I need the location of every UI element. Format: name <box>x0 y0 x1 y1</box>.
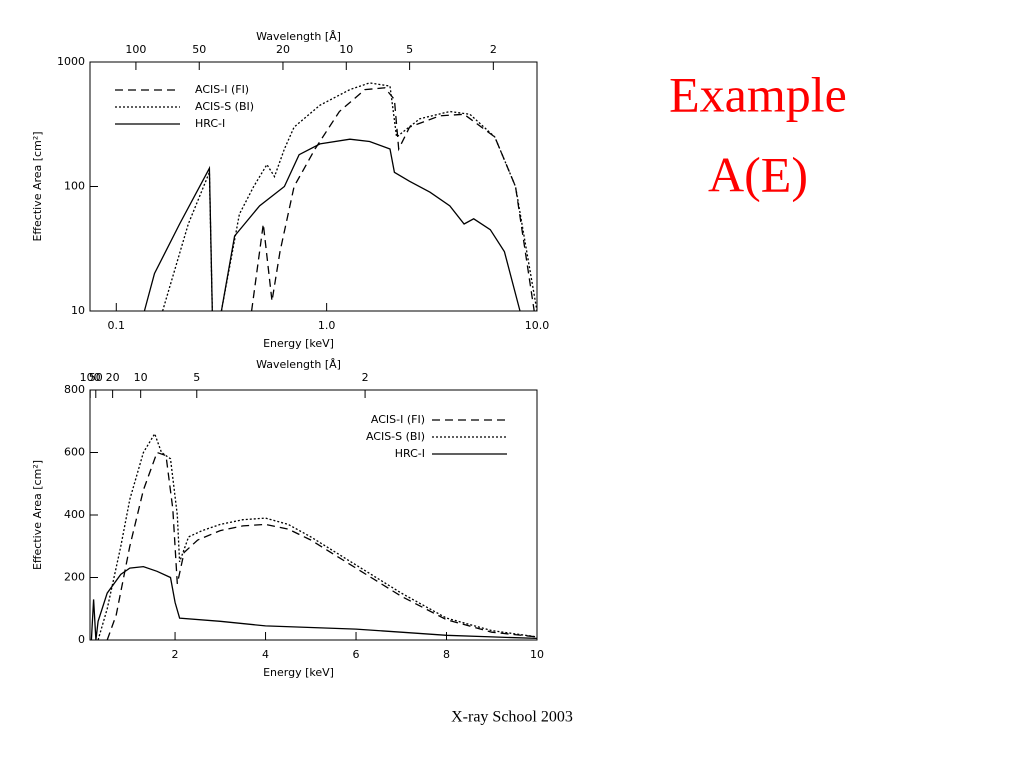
x-tick-label: 10.0 <box>525 319 550 332</box>
y-tick-label: 400 <box>64 508 85 521</box>
slide-title: Example <box>669 66 847 122</box>
x-tick-label: 1.0 <box>318 319 336 332</box>
y-tick-label: 10 <box>71 304 85 317</box>
x2-tick-label: 100 <box>125 43 146 56</box>
x-tick-label: 2 <box>172 648 179 661</box>
x-tick-label: 4 <box>262 648 269 661</box>
series-line <box>143 138 521 312</box>
x-tick-label: 10 <box>530 648 544 661</box>
legend-label: HRC-I <box>195 117 225 130</box>
y-axis-label: Effective Area [cm²] <box>31 460 44 570</box>
x2-tick-label: 10 <box>134 371 148 384</box>
legend-label: ACIS-S (BI) <box>366 430 425 443</box>
x2-tick-label: 20 <box>106 371 120 384</box>
x2-tick-label: 2 <box>490 43 497 56</box>
x2-tick-label: 2 <box>362 371 369 384</box>
x2-tick-label: 10 <box>339 43 353 56</box>
y-tick-label: 800 <box>64 383 85 396</box>
footer: X-ray School 2003 <box>451 709 573 726</box>
y-tick-label: 1000 <box>57 55 85 68</box>
series-line <box>161 82 537 312</box>
y-tick-label: 100 <box>64 180 85 193</box>
plot-area <box>90 432 537 641</box>
slide-title: A(E) <box>708 146 808 202</box>
legend-label: ACIS-I (FI) <box>195 83 249 96</box>
x-axis-label: Energy [keV] <box>263 337 334 350</box>
x-tick-label: 0.1 <box>108 319 126 332</box>
x-axis-label: Energy [keV] <box>263 666 334 679</box>
x-tick-label: 6 <box>353 648 360 661</box>
legend-label: ACIS-S (BI) <box>195 100 254 113</box>
y-tick-label: 600 <box>64 446 85 459</box>
x2-tick-label: 20 <box>276 43 290 56</box>
y-tick-label: 200 <box>64 571 85 584</box>
x2-axis-label: Wavelength [Å] <box>256 358 341 371</box>
series-line <box>250 87 535 312</box>
x2-tick-label: 5 <box>406 43 413 56</box>
x2-tick-label: 50 <box>89 371 103 384</box>
x-tick-label: 8 <box>443 648 450 661</box>
series-line <box>106 451 537 641</box>
series-line <box>97 432 537 641</box>
legend-label: ACIS-I (FI) <box>371 413 425 426</box>
y-axis-label: Effective Area [cm²] <box>31 131 44 241</box>
y-tick-label: 0 <box>78 633 85 646</box>
plot-area <box>143 82 537 312</box>
series-line <box>90 565 537 641</box>
legend-label: HRC-I <box>395 447 425 460</box>
x2-tick-label: 50 <box>192 43 206 56</box>
x2-axis-label: Wavelength [Å] <box>256 30 341 43</box>
x2-tick-label: 5 <box>193 371 200 384</box>
x2-tick-label: 100 <box>80 371 101 384</box>
